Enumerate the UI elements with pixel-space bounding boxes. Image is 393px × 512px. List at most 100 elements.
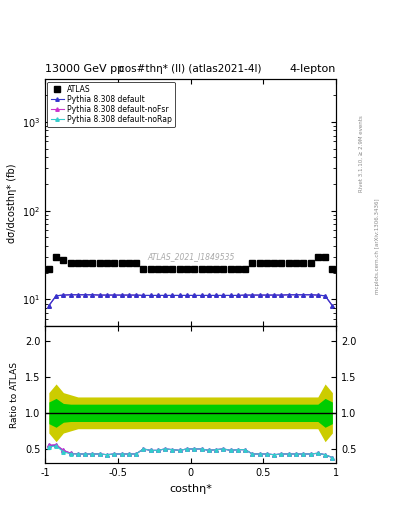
- ATLAS: [163, 266, 167, 272]
- Pythia 8.308 default: [221, 292, 226, 298]
- Pythia 8.308 default: [286, 292, 291, 298]
- Pythia 8.308 default-noFsr: [316, 292, 320, 298]
- Pythia 8.308 default-noFsr: [264, 292, 269, 298]
- Pythia 8.308 default-noRap: [301, 292, 306, 298]
- Pythia 8.308 default-noRap: [127, 292, 131, 298]
- Pythia 8.308 default-noFsr: [134, 292, 138, 298]
- Pythia 8.308 default: [214, 292, 219, 298]
- Pythia 8.308 default-noRap: [264, 292, 269, 298]
- Line: Pythia 8.308 default-noRap: Pythia 8.308 default-noRap: [47, 293, 334, 308]
- Pythia 8.308 default: [68, 292, 73, 298]
- Pythia 8.308 default: [134, 292, 138, 298]
- Pythia 8.308 default-noFsr: [75, 292, 80, 298]
- Pythia 8.308 default-noRap: [272, 292, 277, 298]
- Pythia 8.308 default-noRap: [170, 292, 175, 298]
- Text: 4-lepton: 4-lepton: [290, 64, 336, 74]
- ATLAS: [75, 260, 80, 266]
- Pythia 8.308 default-noRap: [316, 292, 320, 298]
- Pythia 8.308 default-noFsr: [199, 292, 204, 298]
- Pythia 8.308 default-noFsr: [206, 292, 211, 298]
- Pythia 8.308 default-noRap: [192, 292, 196, 298]
- Pythia 8.308 default-noFsr: [192, 292, 196, 298]
- Pythia 8.308 default: [170, 292, 175, 298]
- Pythia 8.308 default: [185, 292, 189, 298]
- Pythia 8.308 default: [279, 292, 284, 298]
- ATLAS: [61, 257, 66, 263]
- Pythia 8.308 default-noRap: [250, 292, 255, 298]
- Pythia 8.308 default: [250, 292, 255, 298]
- Pythia 8.308 default: [228, 292, 233, 298]
- Pythia 8.308 default: [330, 303, 335, 309]
- Pythia 8.308 default-noFsr: [90, 292, 95, 298]
- Pythia 8.308 default-noRap: [46, 303, 51, 309]
- Pythia 8.308 default-noFsr: [279, 292, 284, 298]
- Pythia 8.308 default-noFsr: [235, 292, 240, 298]
- ATLAS: [323, 254, 327, 260]
- Pythia 8.308 default-noFsr: [177, 292, 182, 298]
- Pythia 8.308 default: [323, 293, 327, 299]
- Pythia 8.308 default-noFsr: [148, 292, 153, 298]
- Pythia 8.308 default: [192, 292, 196, 298]
- Pythia 8.308 default-noFsr: [214, 292, 219, 298]
- Pythia 8.308 default-noFsr: [221, 292, 226, 298]
- Pythia 8.308 default: [206, 292, 211, 298]
- Pythia 8.308 default-noRap: [279, 292, 284, 298]
- ATLAS: [206, 266, 211, 272]
- Y-axis label: Ratio to ATLAS: Ratio to ATLAS: [10, 362, 19, 428]
- Pythia 8.308 default-noRap: [68, 292, 73, 298]
- Pythia 8.308 default-noRap: [112, 292, 117, 298]
- Pythia 8.308 default: [199, 292, 204, 298]
- Y-axis label: dσ/dcosthη* (fb): dσ/dcosthη* (fb): [7, 163, 17, 243]
- Line: Pythia 8.308 default-noFsr: Pythia 8.308 default-noFsr: [47, 293, 334, 308]
- ATLAS: [119, 260, 124, 266]
- Pythia 8.308 default-noRap: [185, 292, 189, 298]
- Pythia 8.308 default: [97, 292, 102, 298]
- ATLAS: [134, 260, 138, 266]
- Pythia 8.308 default: [119, 292, 124, 298]
- ATLAS: [83, 260, 88, 266]
- Pythia 8.308 default-noRap: [75, 292, 80, 298]
- ATLAS: [199, 266, 204, 272]
- Pythia 8.308 default-noRap: [214, 292, 219, 298]
- Pythia 8.308 default-noRap: [105, 292, 109, 298]
- ATLAS: [112, 260, 117, 266]
- ATLAS: [156, 266, 160, 272]
- Pythia 8.308 default-noRap: [61, 292, 66, 298]
- Pythia 8.308 default-noFsr: [185, 292, 189, 298]
- Pythia 8.308 default-noFsr: [228, 292, 233, 298]
- ATLAS: [279, 260, 284, 266]
- Pythia 8.308 default-noFsr: [301, 292, 306, 298]
- Pythia 8.308 default-noFsr: [83, 292, 88, 298]
- Pythia 8.308 default-noRap: [141, 292, 146, 298]
- Pythia 8.308 default-noRap: [330, 303, 335, 309]
- Pythia 8.308 default-noRap: [235, 292, 240, 298]
- ATLAS: [221, 266, 226, 272]
- Pythia 8.308 default-noRap: [228, 292, 233, 298]
- ATLAS: [214, 266, 219, 272]
- Pythia 8.308 default-noFsr: [308, 292, 313, 298]
- Pythia 8.308 default-noFsr: [61, 292, 66, 298]
- ATLAS: [235, 266, 240, 272]
- ATLAS: [170, 266, 175, 272]
- Pythia 8.308 default-noRap: [148, 292, 153, 298]
- Pythia 8.308 default-noFsr: [97, 292, 102, 298]
- Pythia 8.308 default-noFsr: [141, 292, 146, 298]
- Pythia 8.308 default-noRap: [163, 292, 167, 298]
- Pythia 8.308 default-noRap: [83, 292, 88, 298]
- Pythia 8.308 default-noFsr: [286, 292, 291, 298]
- ATLAS: [316, 254, 320, 260]
- Pythia 8.308 default: [257, 292, 262, 298]
- Pythia 8.308 default: [301, 292, 306, 298]
- ATLAS: [90, 260, 95, 266]
- ATLAS: [286, 260, 291, 266]
- ATLAS: [330, 266, 335, 272]
- Pythia 8.308 default-noRap: [221, 292, 226, 298]
- ATLAS: [127, 260, 131, 266]
- ATLAS: [272, 260, 277, 266]
- Pythia 8.308 default: [316, 292, 320, 298]
- Pythia 8.308 default-noRap: [156, 292, 160, 298]
- Pythia 8.308 default-noRap: [54, 293, 59, 299]
- ATLAS: [141, 266, 146, 272]
- Pythia 8.308 default: [112, 292, 117, 298]
- Pythia 8.308 default-noRap: [97, 292, 102, 298]
